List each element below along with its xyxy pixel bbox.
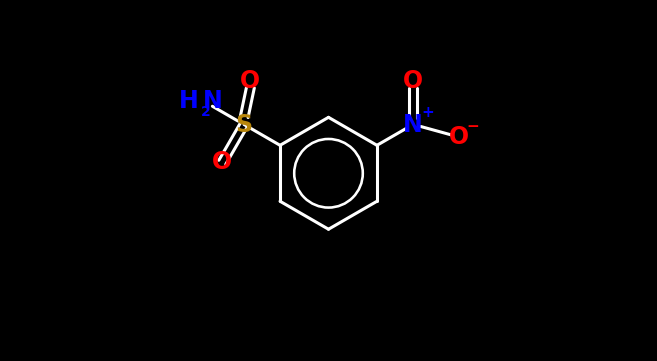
Text: O: O xyxy=(449,125,468,149)
Text: N: N xyxy=(203,89,223,113)
Text: O: O xyxy=(403,69,423,93)
Text: S: S xyxy=(235,113,253,136)
Text: 2: 2 xyxy=(201,105,211,119)
Text: O: O xyxy=(212,150,233,174)
Text: +: + xyxy=(422,105,434,120)
Text: O: O xyxy=(240,69,260,93)
Text: H: H xyxy=(179,89,198,113)
Text: N: N xyxy=(403,113,423,136)
Text: −: − xyxy=(466,119,479,135)
